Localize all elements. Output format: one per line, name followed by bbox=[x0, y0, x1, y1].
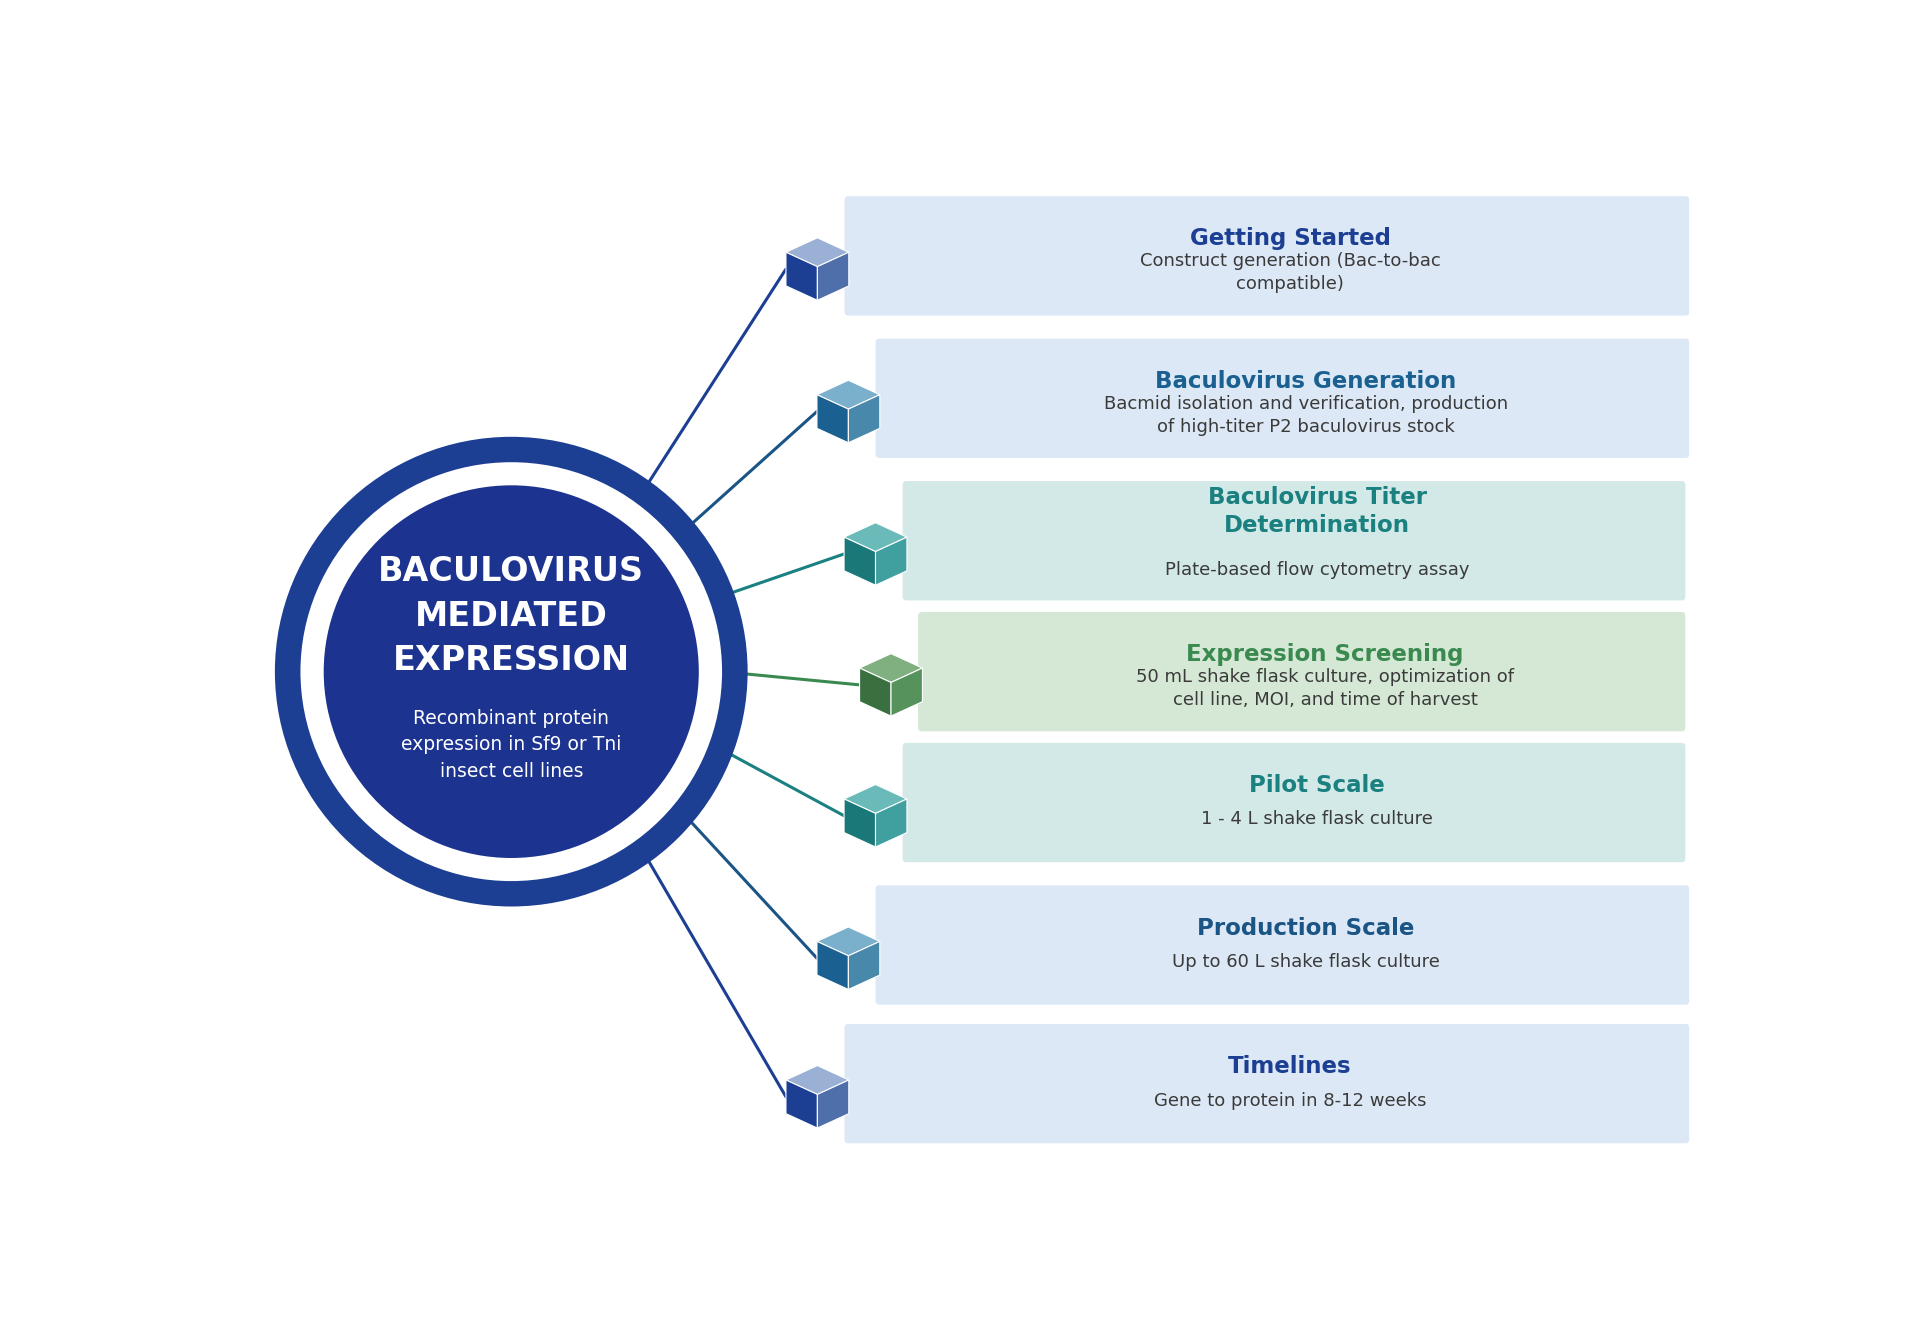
FancyBboxPatch shape bbox=[876, 886, 1690, 1004]
Polygon shape bbox=[818, 1080, 849, 1128]
Polygon shape bbox=[845, 785, 906, 814]
Circle shape bbox=[275, 436, 747, 907]
Text: Up to 60 L shake flask culture: Up to 60 L shake flask culture bbox=[1171, 952, 1440, 971]
Polygon shape bbox=[891, 668, 922, 716]
Text: Getting Started: Getting Started bbox=[1190, 227, 1390, 250]
Polygon shape bbox=[860, 653, 922, 682]
Text: Timelines: Timelines bbox=[1229, 1055, 1352, 1079]
Polygon shape bbox=[816, 927, 879, 956]
Polygon shape bbox=[845, 523, 906, 552]
Text: Plate-based flow cytometry assay: Plate-based flow cytometry assay bbox=[1165, 561, 1469, 579]
Text: Construct generation (Bac-to-bac
compatible): Construct generation (Bac-to-bac compati… bbox=[1140, 253, 1440, 293]
Text: 1 - 4 L shake flask culture: 1 - 4 L shake flask culture bbox=[1202, 810, 1432, 829]
Polygon shape bbox=[849, 395, 879, 443]
Text: Bacmid isolation and verification, production
of high-titer P2 baculovirus stock: Bacmid isolation and verification, produ… bbox=[1104, 395, 1507, 436]
FancyBboxPatch shape bbox=[876, 339, 1690, 458]
Polygon shape bbox=[860, 668, 891, 716]
Polygon shape bbox=[816, 395, 849, 443]
FancyBboxPatch shape bbox=[845, 196, 1690, 315]
Polygon shape bbox=[816, 380, 879, 410]
FancyBboxPatch shape bbox=[918, 612, 1686, 732]
Polygon shape bbox=[818, 253, 849, 301]
Polygon shape bbox=[785, 1065, 849, 1095]
Text: BACULOVIRUS
MEDIATED
EXPRESSION: BACULOVIRUS MEDIATED EXPRESSION bbox=[378, 555, 645, 677]
Polygon shape bbox=[849, 942, 879, 990]
Text: 50 mL shake flask culture, optimization of
cell line, MOI, and time of harvest: 50 mL shake flask culture, optimization … bbox=[1137, 668, 1515, 709]
Polygon shape bbox=[876, 537, 906, 585]
Text: Pilot Scale: Pilot Scale bbox=[1250, 774, 1384, 797]
Text: Expression Screening: Expression Screening bbox=[1187, 644, 1463, 666]
FancyBboxPatch shape bbox=[902, 743, 1686, 862]
Polygon shape bbox=[876, 799, 906, 847]
Polygon shape bbox=[845, 799, 876, 847]
Text: Baculovirus Generation: Baculovirus Generation bbox=[1156, 370, 1455, 392]
FancyBboxPatch shape bbox=[902, 481, 1686, 600]
Polygon shape bbox=[845, 537, 876, 585]
FancyBboxPatch shape bbox=[845, 1024, 1690, 1144]
Text: Recombinant protein
expression in Sf9 or Tni
insect cell lines: Recombinant protein expression in Sf9 or… bbox=[401, 709, 622, 781]
Text: Production Scale: Production Scale bbox=[1196, 916, 1415, 939]
Polygon shape bbox=[816, 942, 849, 990]
Polygon shape bbox=[785, 238, 849, 266]
Circle shape bbox=[300, 463, 722, 880]
Circle shape bbox=[324, 485, 699, 858]
Polygon shape bbox=[785, 1080, 818, 1128]
Text: Baculovirus Titer
Determination: Baculovirus Titer Determination bbox=[1208, 487, 1427, 537]
Polygon shape bbox=[785, 253, 818, 301]
Text: Gene to protein in 8-12 weeks: Gene to protein in 8-12 weeks bbox=[1154, 1092, 1427, 1109]
